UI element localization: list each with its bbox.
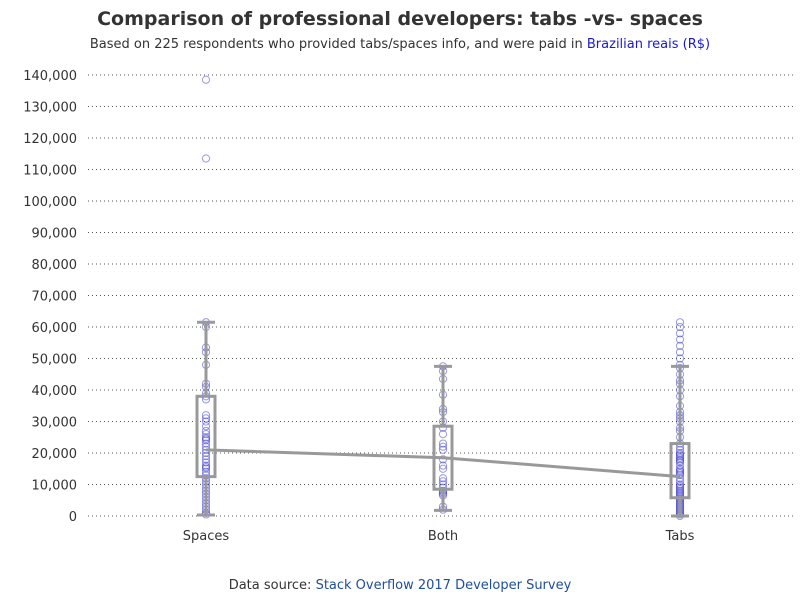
data-point xyxy=(201,422,211,431)
y-tick-label: 30,000 xyxy=(32,416,78,431)
data-point xyxy=(438,439,448,448)
data-point xyxy=(201,154,211,163)
y-tick-label: 10,000 xyxy=(32,479,78,494)
chart-title: Comparison of professional developers: t… xyxy=(97,8,703,30)
data-point xyxy=(675,322,685,332)
data-point xyxy=(201,417,211,426)
data-point xyxy=(675,335,685,344)
data-point xyxy=(675,461,685,470)
y-tick-label: 60,000 xyxy=(32,321,78,336)
iqr-box xyxy=(195,394,217,479)
data-point xyxy=(201,464,211,473)
y-tick-label: 130,000 xyxy=(23,101,77,116)
y-tick-label: 120,000 xyxy=(23,132,77,147)
footer-label: Data source: xyxy=(228,578,316,593)
iqr-box xyxy=(669,442,691,500)
y-tick-label: 90,000 xyxy=(32,227,78,242)
data-point xyxy=(201,414,211,423)
x-tick-label: Both xyxy=(428,529,458,544)
y-tick-label: 100,000 xyxy=(23,195,77,210)
data-point xyxy=(438,442,448,451)
footer-source[interactable]: Stack Overflow 2017 Developer Survey xyxy=(315,578,572,593)
subtitle-currency: Brazilian reais (R$) xyxy=(586,37,711,52)
data-point xyxy=(438,464,448,473)
data-point xyxy=(438,474,448,483)
data-point xyxy=(438,445,448,454)
y-tick-label: 110,000 xyxy=(23,164,77,179)
data-point xyxy=(201,439,211,448)
subtitle-text: Based on 225 respondents who provided ta… xyxy=(89,37,587,52)
data-point xyxy=(201,448,211,458)
chart-subtitle: Based on 225 respondents who provided ta… xyxy=(0,37,800,52)
data-point xyxy=(201,455,211,464)
y-axis-ticks: 0 10,000 20,000 30,000 40,000 50,000 60,000 70,… xyxy=(23,69,77,525)
data-point xyxy=(201,458,211,467)
data-point xyxy=(675,348,685,357)
data-point xyxy=(201,436,211,445)
y-tick-label: 70,000 xyxy=(32,290,78,305)
y-tick-label: 20,000 xyxy=(32,447,78,462)
x-tick-label: Spaces xyxy=(183,529,230,544)
y-tick-label: 40,000 xyxy=(32,384,78,399)
data-point xyxy=(438,430,448,439)
data-point xyxy=(201,430,211,439)
data-point xyxy=(201,411,211,420)
data-point xyxy=(201,452,211,461)
y-tick-label: 140,000 xyxy=(23,69,77,84)
y-tick-label: 80,000 xyxy=(32,258,78,273)
data-point xyxy=(675,474,685,483)
data-point xyxy=(675,458,685,467)
data-point xyxy=(675,318,685,327)
median-line xyxy=(205,448,681,479)
y-tick-label: 0 xyxy=(69,510,77,525)
x-axis-ticks: Spaces Both Tabs xyxy=(183,529,695,544)
footer: Data source: Stack Overflow 2017 Develop… xyxy=(0,578,800,593)
data-point xyxy=(675,354,685,363)
data-point xyxy=(675,341,685,350)
data-point xyxy=(675,477,685,486)
data-point xyxy=(438,477,448,486)
median-connector xyxy=(205,448,681,479)
data-point xyxy=(201,426,211,436)
data-point xyxy=(675,445,685,454)
data-point xyxy=(675,329,685,338)
data-point xyxy=(201,75,211,84)
x-tick-label: Tabs xyxy=(665,529,695,544)
data-point xyxy=(438,461,448,470)
y-tick-label: 50,000 xyxy=(32,353,78,368)
